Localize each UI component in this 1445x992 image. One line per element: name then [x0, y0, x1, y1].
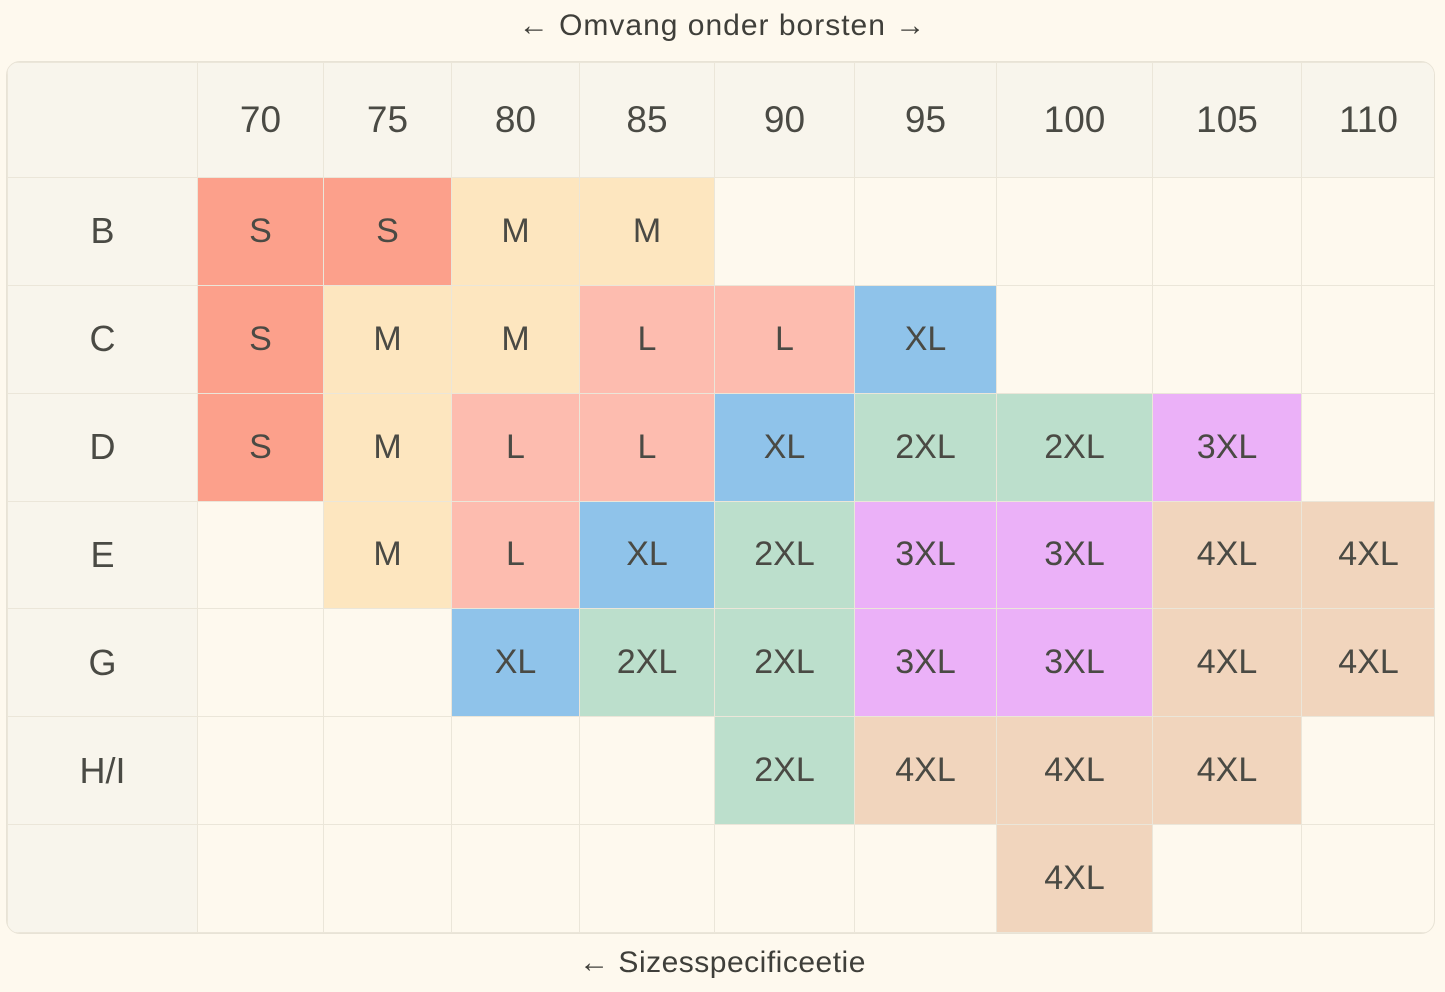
- top-axis-label: ← Omvang onder borsten →: [518, 9, 927, 42]
- column-header-85: 85: [579, 62, 715, 178]
- size-cell: [579, 824, 715, 933]
- size-cell: 4XL: [1301, 500, 1434, 610]
- size-cell: [714, 824, 855, 933]
- column-header-105: 105: [1152, 62, 1302, 178]
- size-cell: 3XL: [996, 608, 1153, 718]
- size-cell: XL: [714, 392, 855, 502]
- size-cell: [1301, 392, 1434, 502]
- size-cell: [323, 824, 452, 933]
- size-cell: [996, 284, 1153, 394]
- size-cell: M: [451, 177, 580, 286]
- size-cell: 2XL: [854, 392, 997, 502]
- size-cell: M: [323, 284, 452, 394]
- size-cell: 4XL: [854, 716, 997, 826]
- size-cell: [854, 177, 997, 286]
- size-cell: M: [323, 392, 452, 502]
- size-cell: L: [451, 500, 580, 610]
- size-cell: XL: [579, 500, 715, 610]
- size-cell: 2XL: [579, 608, 715, 718]
- size-cell: 4XL: [1152, 608, 1302, 718]
- size-cell: 3XL: [996, 500, 1153, 610]
- size-cell: [451, 824, 580, 933]
- row-header: G: [7, 608, 198, 718]
- size-cell: S: [197, 177, 324, 286]
- size-cell: S: [197, 284, 324, 394]
- size-cell: L: [579, 284, 715, 394]
- size-cell: S: [323, 177, 452, 286]
- size-cell: 4XL: [996, 824, 1153, 933]
- size-cell: [854, 824, 997, 933]
- table-row: E M L XL 2XL 3XL 3XL 4XL 4XL: [7, 500, 1434, 610]
- size-cell: [323, 716, 452, 826]
- table-row: 4XL: [7, 824, 1434, 933]
- size-cell: 3XL: [1152, 392, 1302, 502]
- size-cell: M: [323, 500, 452, 610]
- table-row: C S M M L L XL: [7, 284, 1434, 394]
- size-cell: [1301, 716, 1434, 826]
- column-header-100: 100: [996, 62, 1153, 178]
- size-cell: [579, 716, 715, 826]
- size-cell: [714, 177, 855, 286]
- size-cell: 4XL: [1301, 608, 1434, 718]
- size-cell: [1152, 284, 1302, 394]
- size-cell: [1301, 284, 1434, 394]
- size-cell: [197, 500, 324, 610]
- size-cell: [197, 608, 324, 718]
- size-cell: L: [451, 392, 580, 502]
- size-cell: [197, 716, 324, 826]
- size-cell: 2XL: [714, 716, 855, 826]
- size-cell: [323, 608, 452, 718]
- row-header: C: [7, 284, 198, 394]
- table-row: H/I 2XL 4XL 4XL 4XL: [7, 716, 1434, 826]
- size-cell: 2XL: [714, 500, 855, 610]
- size-cell: M: [579, 177, 715, 286]
- row-header: [7, 824, 198, 933]
- table-row: D S M L L XL 2XL 2XL 3XL: [7, 392, 1434, 502]
- size-cell: [1301, 177, 1434, 286]
- column-header-110: 110: [1301, 62, 1434, 178]
- size-cell: [1152, 177, 1302, 286]
- row-header: E: [7, 500, 198, 610]
- size-cell: 2XL: [996, 392, 1153, 502]
- column-header-80: 80: [451, 62, 580, 178]
- size-cell: [1301, 824, 1434, 933]
- size-cell: M: [451, 284, 580, 394]
- row-header: D: [7, 392, 198, 502]
- row-header: B: [7, 177, 198, 286]
- size-cell: 3XL: [854, 608, 997, 718]
- size-cell: [451, 716, 580, 826]
- size-cell: [996, 177, 1153, 286]
- size-cell: 3XL: [854, 500, 997, 610]
- header-row: 70 75 80 85 90 95 100 105 110: [7, 62, 1434, 178]
- size-cell: L: [579, 392, 715, 502]
- size-cell: L: [714, 284, 855, 394]
- grid-body: B S S M M C S M M L L XL D S M L L XL 2XL 2XL 3XL E M L XL 2XL 3XL…: [7, 177, 1434, 933]
- table-row: G XL 2XL 2XL 3XL 3XL 4XL 4XL: [7, 608, 1434, 718]
- size-cell: 2XL: [714, 608, 855, 718]
- size-cell: S: [197, 392, 324, 502]
- size-cell: 4XL: [996, 716, 1153, 826]
- column-header-75: 75: [323, 62, 452, 178]
- bottom-axis-label: ← Sizesspecificeetie: [579, 946, 866, 979]
- size-cell: XL: [451, 608, 580, 718]
- row-header: H/I: [7, 716, 198, 826]
- column-header-90: 90: [714, 62, 855, 178]
- size-cell: [1152, 824, 1302, 933]
- size-cell: [197, 824, 324, 933]
- size-cell: 4XL: [1152, 716, 1302, 826]
- column-header-70: 70: [197, 62, 324, 178]
- column-header-95: 95: [854, 62, 997, 178]
- size-cell: XL: [854, 284, 997, 394]
- size-cell: 4XL: [1152, 500, 1302, 610]
- corner-cell: [7, 62, 198, 178]
